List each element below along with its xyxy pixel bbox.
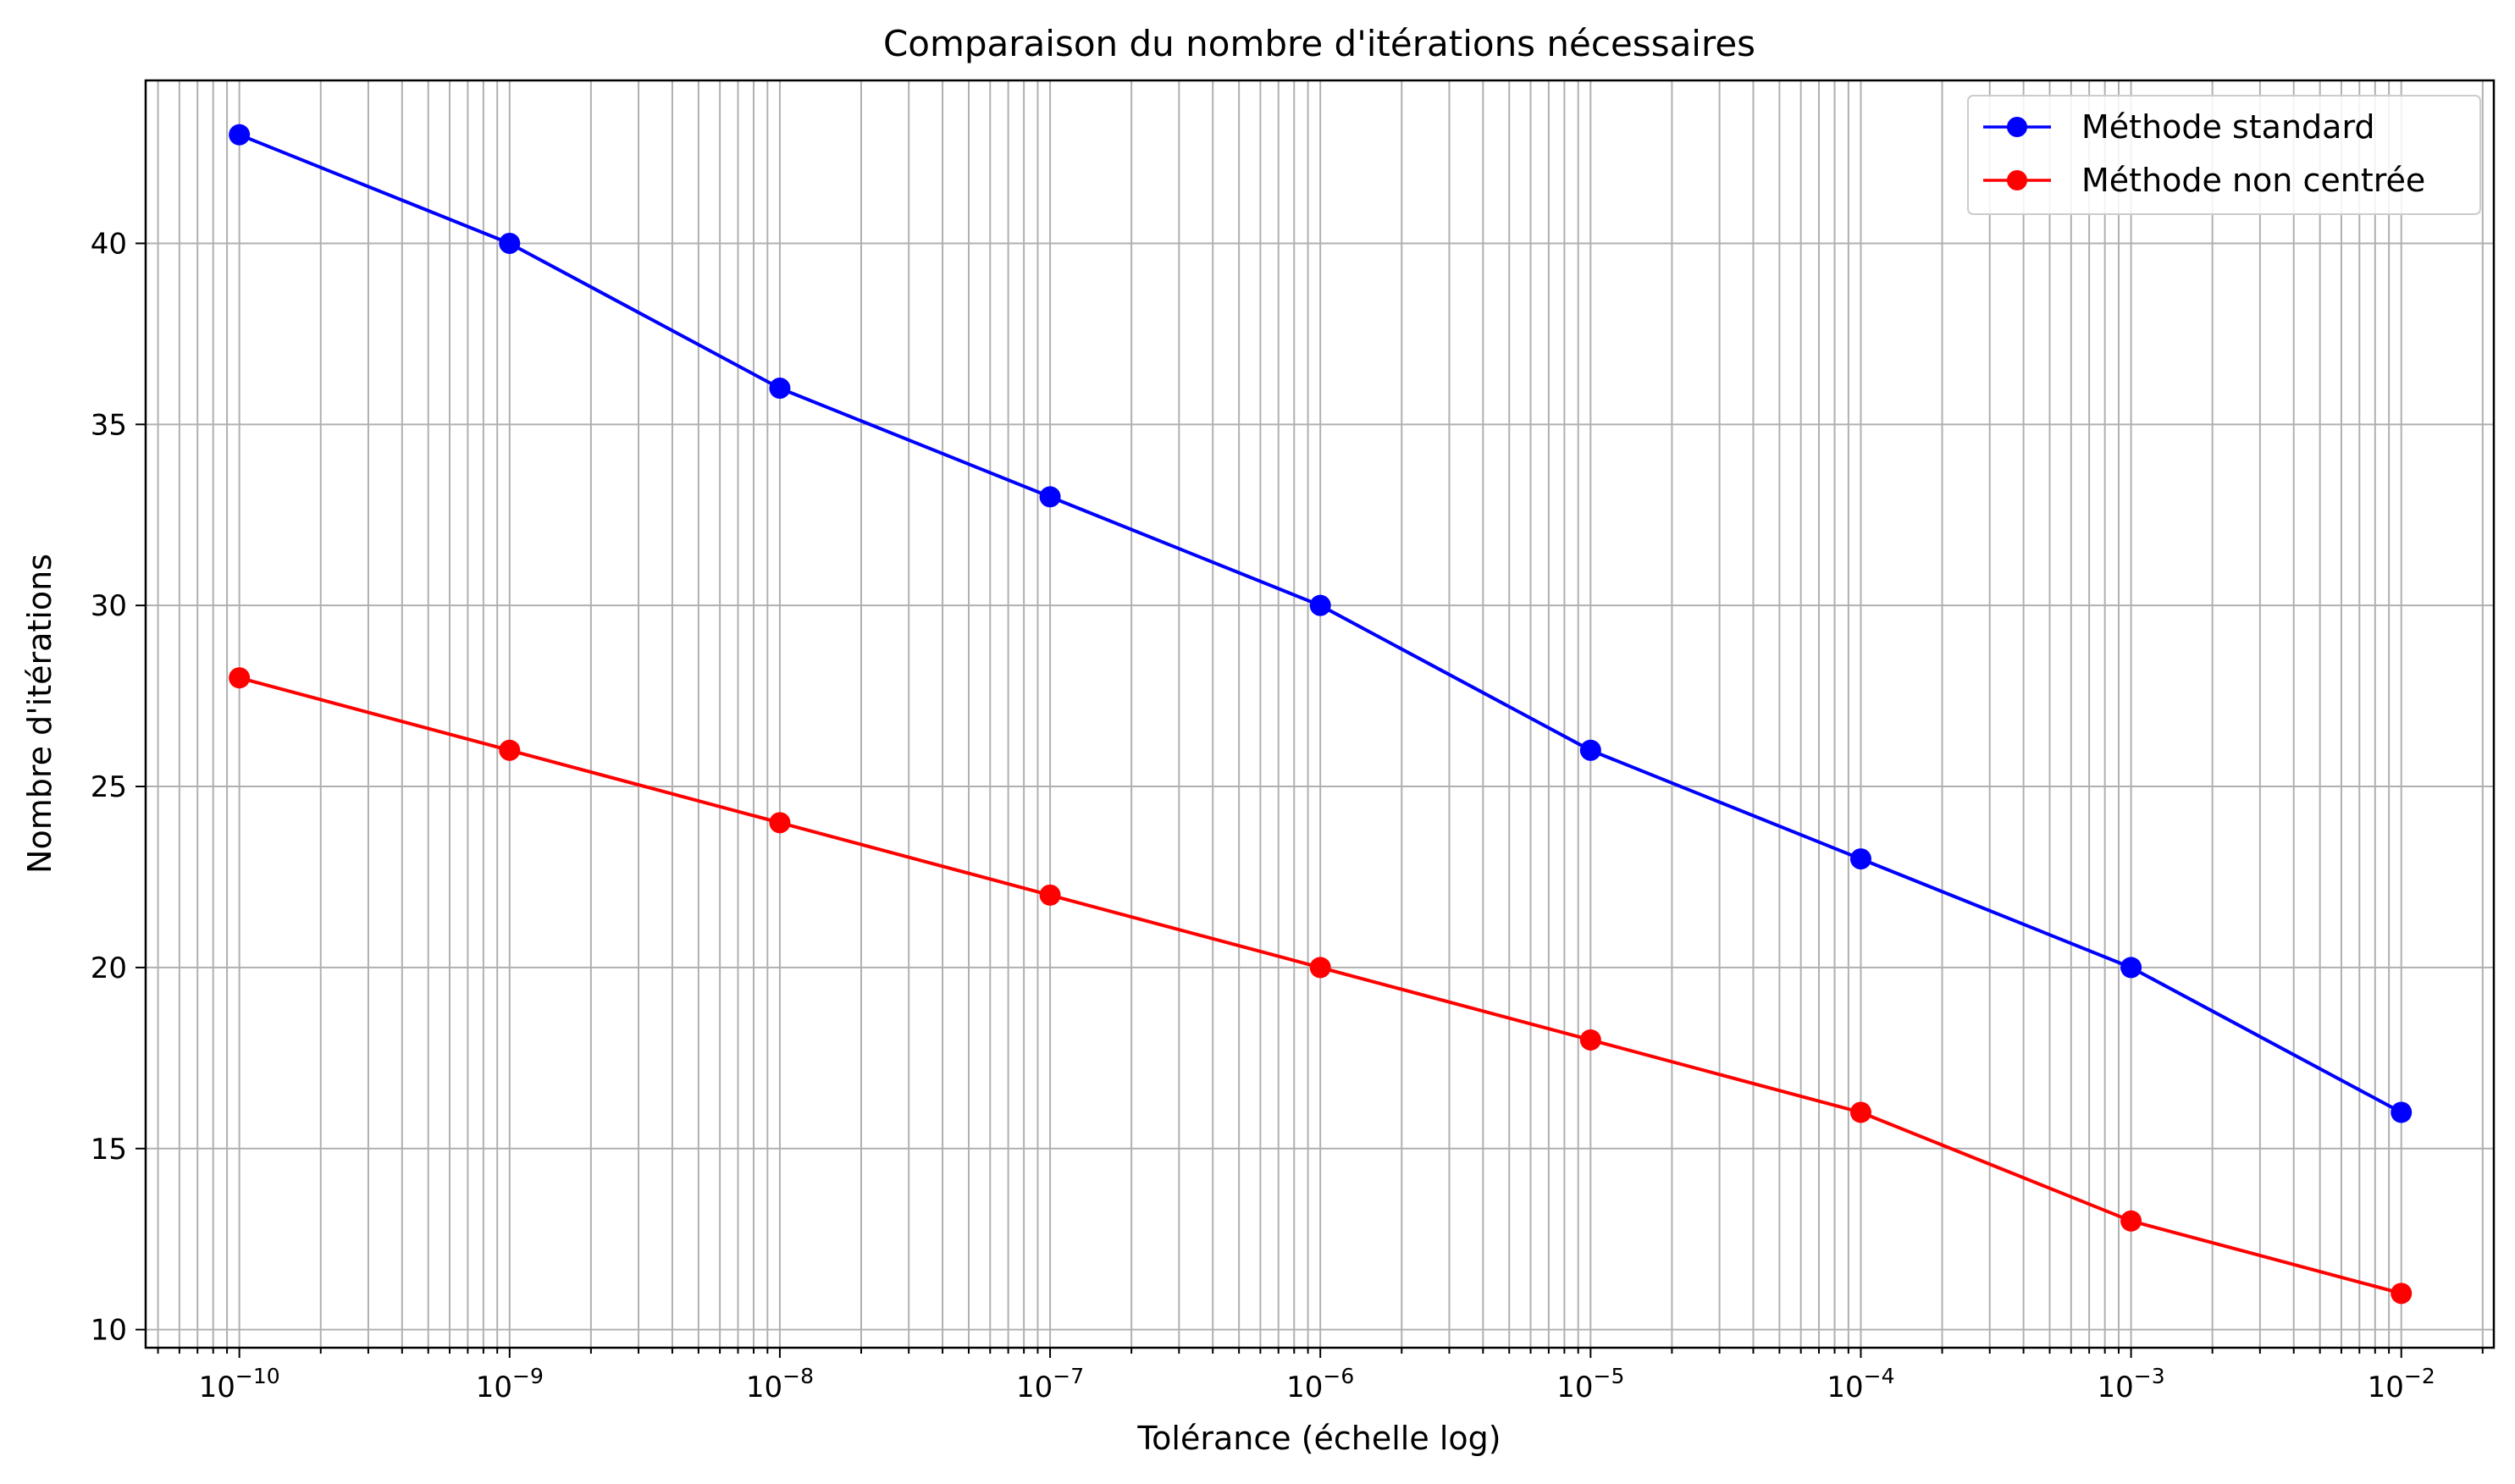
x-tick-label: 10−9 — [476, 1364, 544, 1404]
legend: Méthode standard Méthode non centrée — [1967, 95, 2481, 215]
x-tick-label: 10−2 — [2368, 1364, 2435, 1404]
x-tick-label: 10−4 — [1827, 1364, 1894, 1404]
data-point-0 — [2391, 1101, 2413, 1123]
x-axis-label: Tolérance (échelle log) — [1136, 1420, 1501, 1457]
x-tick-label: 10−6 — [1286, 1364, 1354, 1404]
data-point-1 — [1309, 957, 1331, 979]
data-point-0 — [769, 378, 791, 400]
legend-label-standard: Méthode standard — [2081, 108, 2375, 146]
y-tick-label: 15 — [91, 1133, 127, 1167]
legend-box — [1967, 95, 2481, 215]
data-point-0 — [1039, 486, 1061, 508]
x-tick-label: 10−5 — [1556, 1364, 1624, 1404]
data-point-0 — [229, 124, 251, 146]
data-point-1 — [769, 812, 791, 834]
data-point-1 — [1579, 1029, 1601, 1051]
x-tick-label: 10−8 — [746, 1364, 814, 1404]
y-tick-label: 20 — [91, 952, 127, 985]
data-point-0 — [1579, 739, 1601, 761]
legend-marker-non-centered — [2007, 170, 2027, 190]
legend-label-non-centered: Méthode non centrée — [2081, 162, 2425, 199]
data-point-0 — [1309, 594, 1331, 616]
legend-marker-standard — [2007, 117, 2027, 137]
x-tick-label: 10−10 — [199, 1364, 280, 1404]
chart-title: Comparaison du nombre d'itérations néces… — [883, 23, 1755, 64]
y-tick-label: 40 — [91, 227, 127, 261]
data-point-1 — [2120, 1210, 2142, 1232]
series-layer — [229, 124, 2413, 1305]
data-point-0 — [1849, 848, 1871, 870]
x-tick-label: 10−7 — [1016, 1364, 1084, 1404]
data-point-1 — [1849, 1101, 1871, 1123]
data-point-0 — [499, 232, 521, 254]
data-point-1 — [2391, 1283, 2413, 1305]
y-axis-label: Nombre d'itérations — [21, 554, 58, 874]
data-point-1 — [1039, 884, 1061, 906]
axis-ticks: 10 15 20 25 30 35 40 10−10 10−9 10−8 10−7 10−6 10−5 1… — [91, 227, 2484, 1404]
y-tick-label: 25 — [91, 770, 127, 804]
x-tick-label: 10−3 — [2098, 1364, 2165, 1404]
y-tick-label: 10 — [91, 1314, 127, 1348]
y-tick-label: 30 — [91, 589, 127, 623]
data-point-1 — [499, 739, 521, 761]
y-tick-label: 35 — [91, 408, 127, 442]
data-point-0 — [2120, 957, 2142, 979]
data-point-1 — [229, 667, 251, 689]
